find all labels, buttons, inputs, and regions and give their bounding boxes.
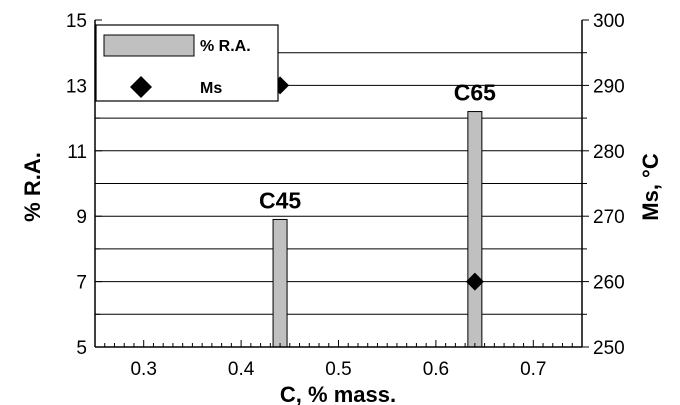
- y-tick-label: 15: [66, 11, 87, 32]
- y2-tick-label: 300: [593, 11, 625, 32]
- y2-tick-label: 290: [593, 76, 625, 97]
- y2-axis-title: Ms, °C: [638, 153, 663, 221]
- x-tick-label: 0.5: [325, 359, 351, 380]
- y-tick-label: 7: [76, 273, 87, 294]
- bar-c65: [467, 111, 483, 348]
- tick-labels: 5 7 9 11 13 15 250 260 270 280 290 300 0.3 0.4 0.5 0.6 0…: [66, 11, 625, 380]
- ms-marker-2: [465, 272, 484, 291]
- x-tick-label: 0.6: [423, 359, 449, 380]
- legend: % R.A. Ms: [95, 24, 279, 102]
- bars: [272, 111, 483, 348]
- legend-label-ra: % R.A.: [200, 38, 251, 55]
- y-axis-title: % R.A.: [20, 152, 45, 222]
- x-tick-label: 0.3: [130, 359, 156, 380]
- y-tick-label: 11: [67, 142, 87, 163]
- bar-label-c45: C45: [259, 187, 301, 213]
- y2-tick-label: 270: [593, 207, 625, 228]
- y2-tick-label: 280: [593, 142, 625, 163]
- y-tick-label: 9: [76, 207, 87, 228]
- x-tick-label: 0.7: [520, 359, 546, 380]
- y2-tick-label: 250: [593, 338, 625, 359]
- legend-swatch-ra: [103, 34, 195, 57]
- y2-tick-label: 260: [593, 273, 625, 294]
- x-axis-title: C, % mass.: [280, 382, 396, 405]
- y-tick-label: 5: [76, 338, 87, 359]
- bar-labels: C45 C65: [259, 80, 496, 214]
- bar-label-c65: C65: [454, 80, 496, 106]
- legend-marker-ms: [130, 76, 152, 98]
- x-tick-label: 0.4: [228, 359, 255, 380]
- legend-label-ms: Ms: [200, 80, 222, 97]
- ticks: [94, 19, 589, 348]
- y-tick-label: 13: [66, 76, 87, 97]
- bar-c45: [272, 218, 288, 348]
